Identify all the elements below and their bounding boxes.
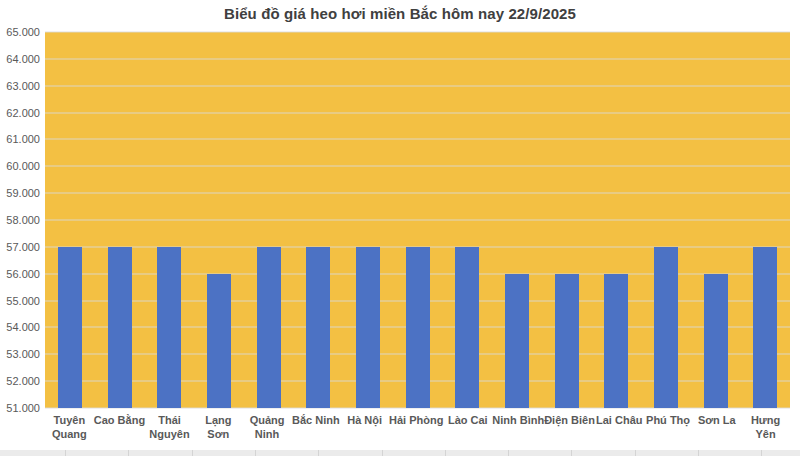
x-axis-tick-label: Thái Nguyên [145,413,194,442]
x-axis-tick-label: Lạng Sơn [194,413,243,442]
strip-divider [635,450,636,456]
y-axis-tick-label: 54.000 [6,321,40,333]
bar [58,247,82,408]
bar-slot [591,32,641,408]
y-axis-tick-label: 58.000 [6,214,40,226]
bar [356,247,380,408]
data-table-edge-strip [0,450,800,456]
plot-area [45,32,790,408]
bar [157,247,181,408]
x-axis-tick-label: Điện Biên [544,413,595,442]
y-axis-tick-label: 53.000 [6,348,40,360]
y-axis-tick-label: 62.000 [6,107,40,119]
bar [505,274,529,408]
bar-slot [542,32,592,408]
bar [406,247,430,408]
bar [704,274,728,408]
y-axis-tick-label: 61.000 [6,133,40,145]
strip-divider [508,450,509,456]
bar-slot [293,32,343,408]
bar-slot [740,32,790,408]
y-axis-tick-label: 57.000 [6,241,40,253]
x-axis-tick-label: Hà Nội [340,413,389,442]
x-axis-tick-label: Bắc Ninh [291,413,340,442]
y-axis: 65.00064.00063.00062.00061.00060.00059.0… [0,32,40,408]
y-axis-tick-label: 52.000 [6,375,40,387]
y-axis-tick-label: 56.000 [6,268,40,280]
chart-canvas: Biểu đồ giá heo hơi miền Bắc hôm nay 22/… [0,0,800,456]
strip-divider [445,450,446,456]
x-axis-tick-label: Cao Bằng [94,413,145,442]
bar [455,247,479,408]
bar-slot [194,32,244,408]
strip-divider [128,450,129,456]
bar [654,247,678,408]
bar [306,247,330,408]
strip-divider [65,450,66,456]
bar-slot [691,32,741,408]
bar [604,274,628,408]
bar-slot [95,32,145,408]
bar-slot [393,32,443,408]
x-axis-tick-label: Sơn La [692,413,741,442]
strip-divider [192,450,193,456]
strip-divider [255,450,256,456]
x-axis-tick-label: Phú Thọ [644,413,693,442]
y-axis-tick-label: 59.000 [6,187,40,199]
y-axis-tick-label: 60.000 [6,160,40,172]
x-axis-labels: Tuyên QuangCao BằngThái NguyênLạng SơnQu… [45,413,790,442]
bar-slot [244,32,294,408]
strip-divider [698,450,699,456]
y-axis-tick-label: 63.000 [6,80,40,92]
strip-divider [382,450,383,456]
x-axis-tick-label: Hải Phòng [389,413,443,442]
bar-slot [492,32,542,408]
strip-divider [571,450,572,456]
x-axis-tick-label: Hưng Yên [741,413,790,442]
bar [555,274,579,408]
bar [207,274,231,408]
x-axis-tick-label: Tuyên Quang [45,413,94,442]
y-axis-tick-label: 65.000 [6,26,40,38]
x-axis-tick-label: Quảng Ninh [243,413,292,442]
strip-divider [761,450,762,456]
x-axis-tick-label: Ninh Bình [492,413,544,442]
y-axis-tick-label: 51.000 [6,402,40,414]
x-axis-tick-label: Lào Cai [443,413,492,442]
y-axis-tick-label: 55.000 [6,295,40,307]
bar [257,247,281,408]
y-axis-tick-label: 64.000 [6,53,40,65]
bar-slot [442,32,492,408]
bar-slot [45,32,95,408]
bar-series [45,32,790,408]
bar-slot [343,32,393,408]
strip-divider [318,450,319,456]
x-axis-tick-label: Lai Châu [595,413,644,442]
chart-title: Biểu đồ giá heo hơi miền Bắc hôm nay 22/… [0,5,800,22]
bar-slot [144,32,194,408]
bar [108,247,132,408]
bar-slot [641,32,691,408]
bar [753,247,777,408]
